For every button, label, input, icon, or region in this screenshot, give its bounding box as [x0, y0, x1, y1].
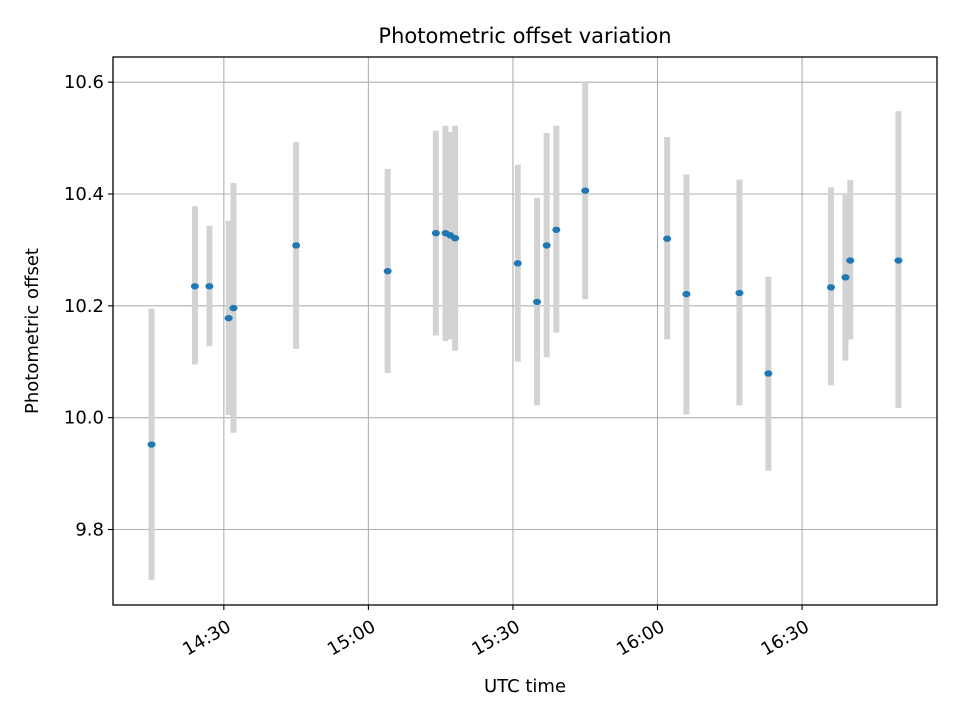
data-point [205, 283, 214, 290]
data-point [841, 274, 850, 281]
data-point [224, 314, 233, 322]
grid-lines [113, 57, 937, 605]
data-point [147, 441, 156, 448]
y-tick-label: 10.0 [64, 408, 104, 429]
data-point [229, 304, 238, 312]
y-tick-label: 10.4 [64, 184, 104, 205]
data-point [431, 229, 440, 237]
data-point [846, 257, 855, 264]
data-point [533, 298, 542, 306]
data-point [682, 290, 691, 298]
data-point [663, 235, 672, 242]
data-point [451, 234, 460, 242]
data-point [513, 260, 522, 267]
data-point [190, 283, 199, 290]
y-tick-label: 10.6 [64, 72, 104, 93]
chart-title: Photometric offset variation [378, 24, 671, 48]
y-tick-label: 9.8 [75, 520, 104, 541]
data-point [581, 187, 590, 194]
data-points [147, 187, 903, 448]
data-point [552, 226, 561, 233]
plot-frame [112, 56, 938, 606]
y-tick-label: 10.2 [64, 296, 104, 317]
data-point [542, 242, 551, 249]
data-point [826, 284, 835, 291]
plot-area [113, 57, 937, 605]
data-point [292, 242, 301, 249]
y-axis-title: Photometric offset [22, 248, 43, 414]
x-axis-title: UTC time [484, 676, 566, 697]
data-point [894, 257, 903, 264]
data-point [764, 370, 773, 377]
data-point [735, 289, 744, 297]
y-axis-ticks: 9.8 10.0 10.2 10.4 10.6 [64, 72, 113, 541]
data-point [383, 267, 392, 275]
